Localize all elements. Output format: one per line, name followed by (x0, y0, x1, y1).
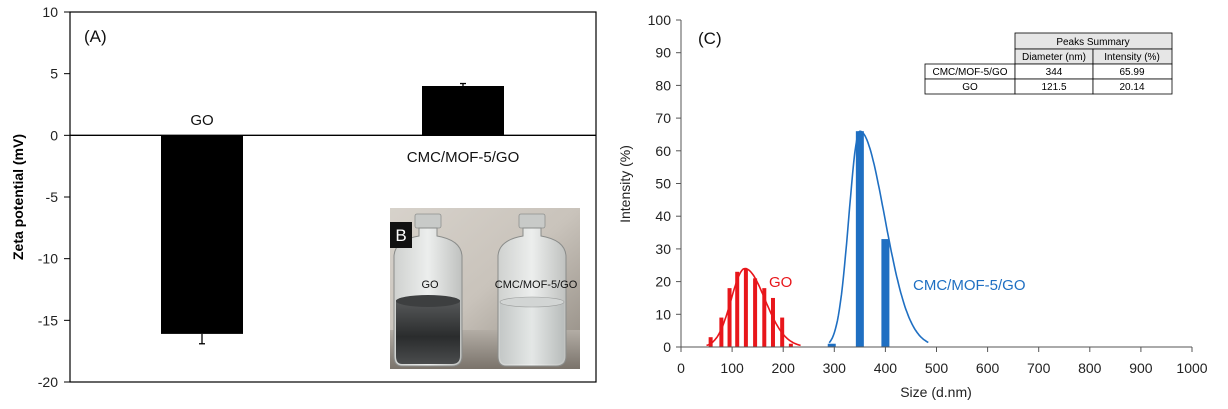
category-label-go: GO (190, 112, 213, 129)
vial-cmc-mof-5-go (497, 213, 567, 367)
bar-go (719, 317, 724, 347)
panel-c-y-axis-label: Intensity (%) (617, 145, 633, 223)
y-tick-label: 90 (655, 45, 671, 61)
panel-c-x-axis-label: Size (d.nm) (900, 384, 972, 400)
y-tick-label: 20 (655, 274, 671, 290)
table-title: Peaks Summary (1056, 37, 1129, 48)
bar-cmc-mof-5-go (855, 131, 864, 347)
bar-go (161, 135, 243, 334)
x-tick-label: 900 (1129, 360, 1153, 376)
x-tick-label: 700 (1027, 360, 1051, 376)
table-cell: 65.99 (1119, 67, 1144, 78)
bar-cmc-mof-5-go (422, 86, 504, 136)
y-tick-label: 0 (663, 339, 671, 355)
panel-a-label: (A) (84, 27, 107, 46)
x-tick-label: 200 (772, 360, 796, 376)
panel-c-y-ticks: 0 10 20 30 40 50 60 70 80 90 100 (648, 12, 681, 355)
inset-label-box (390, 222, 412, 248)
y-tick-label: -5 (46, 189, 59, 205)
y-tick-label: 60 (655, 143, 671, 159)
y-tick-label: 80 (655, 77, 671, 93)
bar-cmc-mof-5-go (827, 343, 836, 347)
y-tick-label: 100 (648, 12, 672, 28)
table-header-diameter: Diameter (nm) (1022, 52, 1086, 63)
table-cell: 344 (1046, 67, 1063, 78)
bar-go (770, 297, 775, 347)
peaks-summary-table: Peaks Summary Diameter (nm) Intensity (%… (924, 32, 1173, 95)
panel-c-label: (C) (698, 29, 722, 48)
x-tick-label: 400 (874, 360, 898, 376)
bar-go (735, 271, 740, 347)
y-tick-label: 50 (655, 176, 671, 192)
vial-label-go: GO (421, 279, 439, 291)
x-tick-label: 100 (720, 360, 744, 376)
y-tick-label: 10 (655, 306, 671, 322)
bar-cmc-mof-5-go (881, 239, 890, 347)
x-tick-label: 800 (1078, 360, 1102, 376)
x-tick-label: 0 (677, 360, 685, 376)
fit-curve-cmc-mof-5-go (828, 130, 929, 344)
table-cell: 121.5 (1041, 82, 1066, 93)
bar-go (727, 288, 732, 347)
y-tick-label: 30 (655, 241, 671, 257)
y-tick-label: -20 (38, 374, 58, 390)
series-label-cmc-mof-5-go: CMC/MOF-5/GO (913, 277, 1026, 294)
panel-c-bars (708, 131, 890, 347)
y-tick-label: -10 (38, 251, 58, 267)
bar-go (788, 343, 793, 347)
inset-photo-b: B GO CMC/MOF-5/GO (390, 208, 580, 369)
panel-c: 0 10 20 30 40 50 60 70 80 90 100 0 100 200 300 400 500 6… (617, 12, 1208, 400)
bar-go (708, 337, 713, 347)
y-tick-label: 10 (42, 4, 58, 20)
table-header-intensity: Intensity (%) (1104, 52, 1160, 63)
category-label-cmc-mof-5-go: CMC/MOF-5/GO (407, 149, 520, 166)
panel-c-x-ticks: 0 100 200 300 400 500 600 700 800 900 1000 (677, 347, 1208, 376)
y-tick-label: -15 (38, 312, 58, 328)
x-tick-label: 600 (976, 360, 1000, 376)
table-row-label: CMC/MOF-5/GO (933, 67, 1008, 78)
fit-curve-go (706, 267, 801, 347)
panel-c-fit-curves (681, 130, 1192, 348)
y-tick-label: 70 (655, 110, 671, 126)
vial-label-cmc-mof-5-go: CMC/MOF-5/GO (495, 279, 578, 291)
table-row-label: GO (962, 82, 978, 93)
x-tick-label: 300 (823, 360, 847, 376)
y-tick-label: 40 (655, 208, 671, 224)
vial-go (393, 213, 463, 367)
y-tick-label: 0 (50, 127, 58, 143)
inset-label: B (395, 226, 406, 245)
bar-go (762, 288, 767, 347)
bar-go (753, 278, 758, 347)
series-label-go: GO (769, 274, 792, 291)
y-tick-label: 5 (50, 66, 58, 82)
panel-a-bars (161, 82, 504, 345)
table-cell: 20.14 (1119, 82, 1144, 93)
x-tick-label: 500 (925, 360, 949, 376)
panel-a-y-axis-label: Zeta potential (mV) (10, 134, 26, 260)
panel-a-y-ticks: 10 5 0 -5 -10 -15 -20 (38, 4, 70, 390)
bar-go (743, 268, 748, 347)
x-tick-label: 1000 (1176, 360, 1207, 376)
